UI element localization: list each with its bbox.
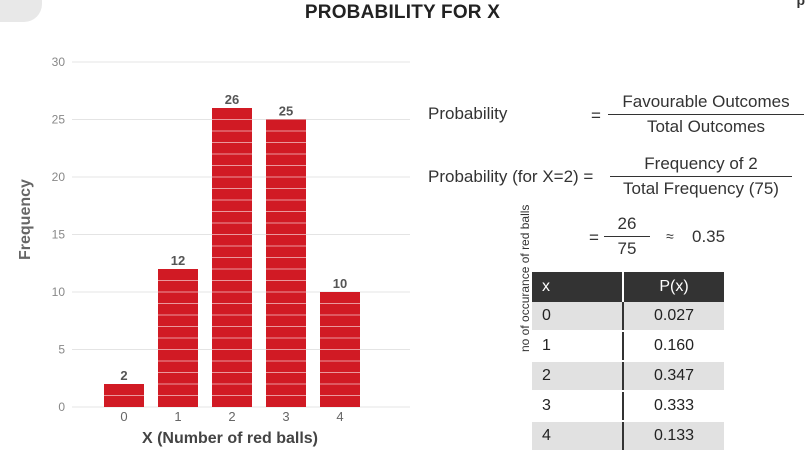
x-tick-label: 3 [282, 409, 289, 424]
data-label: 25 [279, 104, 293, 119]
cell-px: 0.333 [623, 391, 724, 422]
table-row: 1 0.160 [532, 331, 724, 362]
y-axis-title: Frequency [17, 179, 34, 260]
cell-px: 0.133 [623, 421, 724, 452]
fraction-numerator: Favourable Outcomes [622, 92, 790, 111]
cell-x: 4 [532, 421, 624, 452]
probability-x2-label: Probability (for X=2) = [428, 167, 594, 186]
y-tick-label: 0 [58, 400, 65, 414]
corner-decoration [0, 0, 42, 22]
fraction-favourable-outcomes: Favourable Outcomes Total Outcomes [608, 92, 804, 137]
equals-sign-3: = [589, 228, 599, 247]
x-tick-label: 4 [336, 409, 343, 424]
y-tick-label: 30 [52, 55, 66, 69]
fraction-denominator: Total Outcomes [608, 114, 804, 137]
x-tick-label: 2 [228, 409, 235, 424]
y-tick-label: 25 [52, 113, 66, 127]
data-label: 10 [333, 276, 347, 291]
cell-x: 1 [532, 331, 624, 362]
table-row: 2 0.347 [532, 361, 724, 392]
x-axis-title: X (Number of red balls) [142, 430, 318, 447]
x-tick-label: 0 [120, 409, 127, 424]
y-tick-label: 15 [52, 228, 66, 242]
fraction-denominator: 75 [604, 236, 650, 259]
probability-label: Probability [428, 104, 508, 123]
fraction-denominator: Total Frequency (75) [610, 176, 792, 199]
header-px: P(x) [623, 272, 724, 302]
fraction-numerator: 26 [617, 214, 637, 233]
x-tick-label: 1 [174, 409, 181, 424]
cell-px: 0.027 [623, 302, 724, 332]
approx-sign: ≈ [666, 228, 674, 244]
fraction-26-over-75: 26 75 [604, 214, 650, 259]
cell-px: 0.160 [623, 331, 724, 362]
data-label: 26 [225, 92, 239, 107]
y-tick-label: 5 [58, 343, 65, 357]
page-title: PROBABILITY FOR X [304, 2, 501, 23]
fraction-numerator: Frequency of 2 [644, 154, 758, 173]
equals-sign-1: = [591, 106, 601, 125]
y-tick-label: 20 [52, 170, 66, 184]
data-label: 2 [120, 368, 127, 383]
fraction-frequency-of-2: Frequency of 2 Total Frequency (75) [610, 154, 792, 199]
probability-result: 0.35 [692, 227, 726, 246]
cell-px: 0.347 [623, 361, 724, 392]
table-row: 3 0.333 [532, 391, 724, 422]
table-header-row: x P(x) [532, 272, 724, 302]
bar [266, 119, 306, 407]
cell-x: 0 [532, 302, 624, 332]
cell-x: 2 [532, 361, 624, 392]
data-label: 12 [171, 253, 185, 268]
table-side-label: no of occurance of red balls [518, 204, 532, 352]
cell-x: 3 [532, 391, 624, 422]
y-tick-label: 10 [52, 285, 66, 299]
corner-text: p [796, 0, 805, 8]
table-row: 4 0.133 [532, 421, 724, 452]
probability-table: x P(x) 0 0.027 1 0.160 2 0.347 3 0.333 4… [532, 272, 724, 452]
header-x: x [532, 272, 624, 302]
table-row: 0 0.027 [532, 302, 724, 332]
